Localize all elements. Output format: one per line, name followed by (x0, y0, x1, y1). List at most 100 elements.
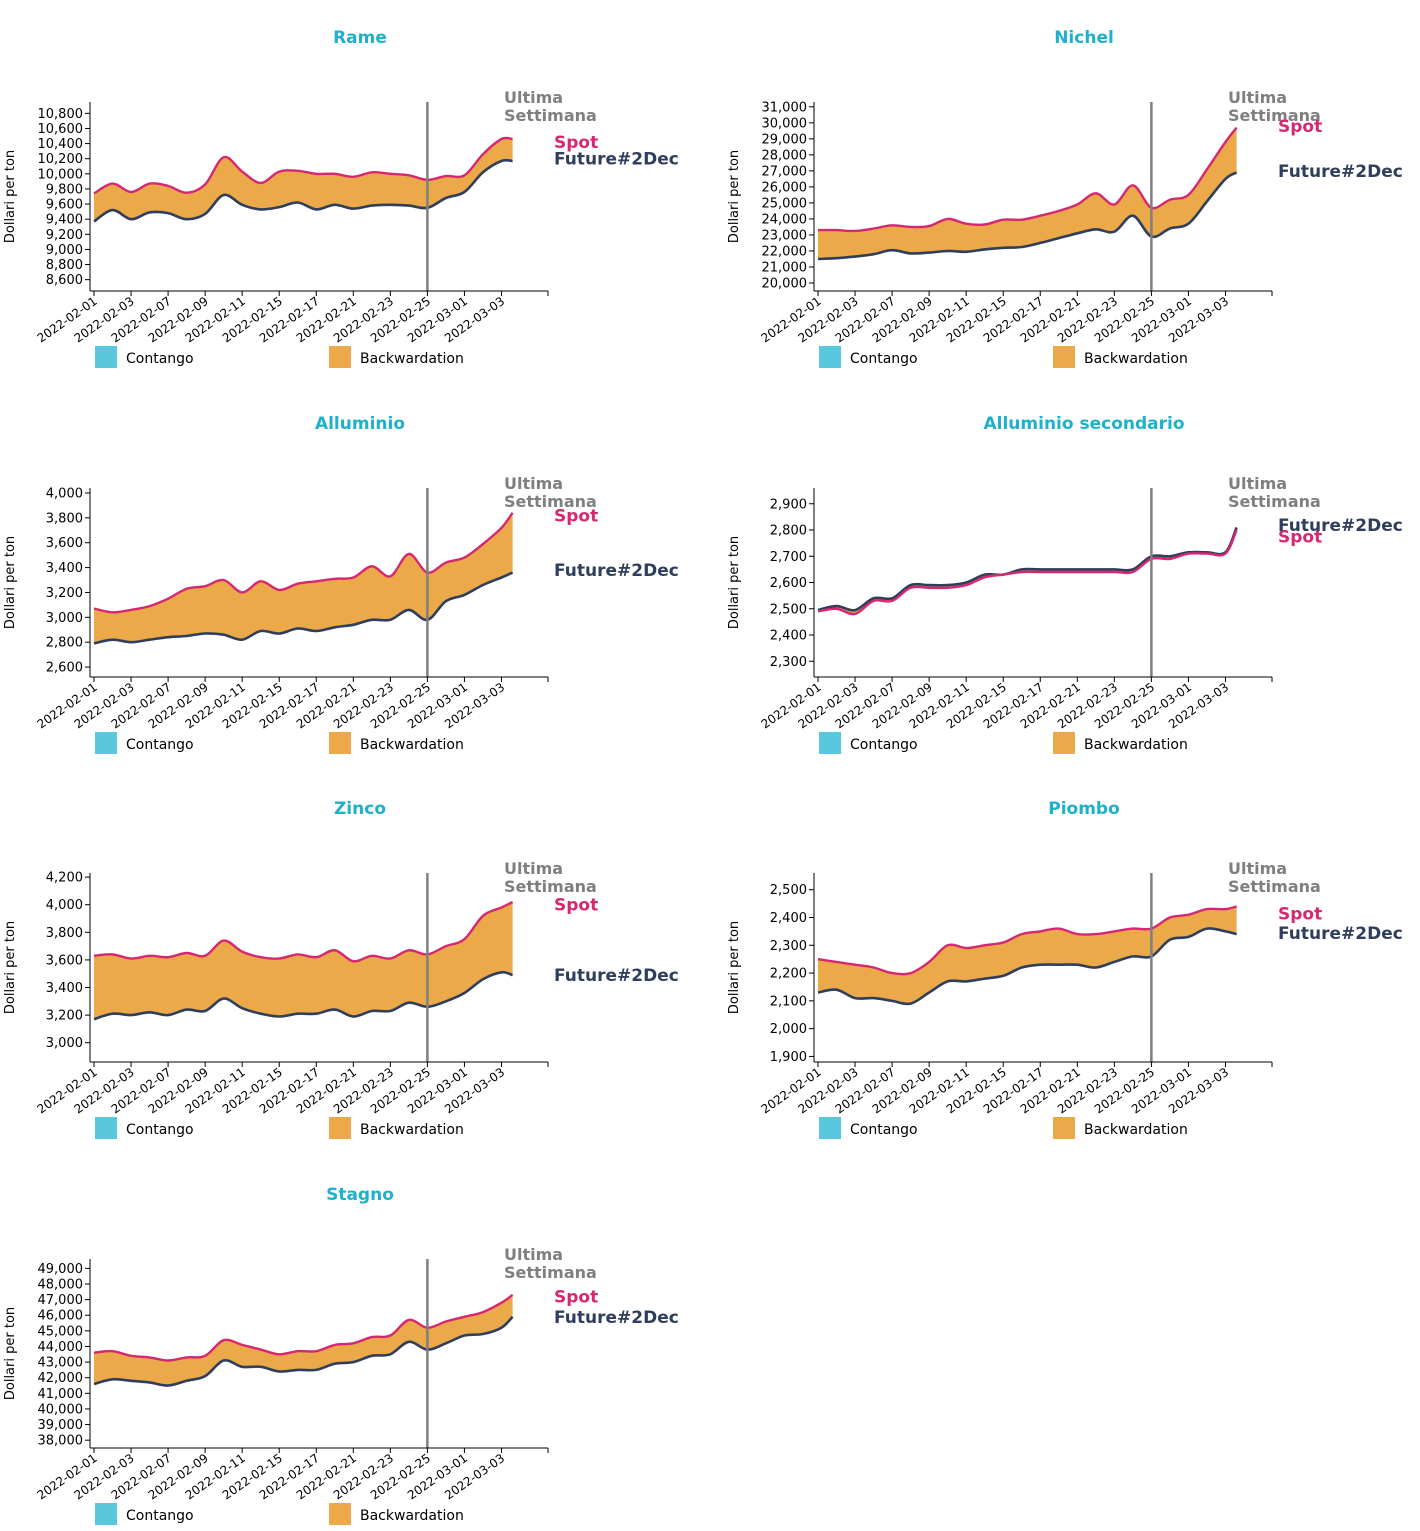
y-tick-label: 27,000 (762, 164, 808, 179)
y-tick-label: 2,300 (770, 939, 807, 954)
y-tick-label: 4,000 (46, 486, 83, 501)
marker-label-line1: Ultima (1228, 859, 1287, 878)
y-tick-label: 10,600 (38, 122, 84, 137)
legend-contango-label: Contango (850, 1122, 918, 1138)
y-tick-label: 2,500 (770, 883, 807, 898)
y-tick-label: 2,400 (770, 629, 807, 644)
marker-label-line2: Settimana (504, 877, 597, 896)
y-tick-label: 41,000 (38, 1387, 84, 1402)
y-axis-label: Dollari per ton (3, 150, 18, 243)
legend-contango-label: Contango (126, 351, 194, 367)
y-tick-label: 25,000 (762, 196, 808, 211)
y-tick-label: 26,000 (762, 180, 808, 195)
y-tick-label: 8,800 (46, 258, 83, 273)
legend-contango-label: Contango (126, 737, 194, 753)
y-tick-label: 10,800 (38, 107, 84, 122)
future-line (93, 970, 514, 1021)
future-line (93, 158, 513, 223)
backwardation-area (94, 137, 513, 222)
y-tick-label: 3,400 (46, 981, 83, 996)
future-line (93, 1315, 514, 1387)
spot-line (817, 905, 1237, 976)
y-axis-label: Dollari per ton (3, 921, 18, 1014)
spot-line (817, 126, 1238, 233)
legend-contango-swatch (819, 732, 841, 754)
y-tick-label: 3,200 (46, 1009, 83, 1024)
y-tick-label: 44,000 (38, 1340, 84, 1355)
y-tick-label: 10,400 (38, 137, 84, 152)
y-tick-label: 31,000 (762, 100, 808, 115)
future-label: Future#2Dec (554, 561, 679, 581)
chart-title: Nichel (1054, 28, 1114, 48)
legend-backwardation-label: Backwardation (360, 1122, 464, 1138)
legend-contango-label: Contango (850, 351, 918, 367)
marker-label-line2: Settimana (1228, 877, 1321, 896)
marker-label-line1: Ultima (504, 474, 563, 493)
spot-label: Spot (1278, 117, 1322, 137)
marker-label-line1: Ultima (1228, 88, 1287, 107)
y-tick-label: 9,200 (46, 228, 83, 243)
y-tick-label: 8,600 (46, 273, 83, 288)
legend-contango-swatch (819, 1117, 841, 1139)
future-label: Future#2Dec (554, 966, 679, 986)
y-tick-label: 2,700 (770, 550, 807, 565)
legend-backwardation-label: Backwardation (360, 737, 464, 753)
marker-label-line1: Ultima (504, 859, 563, 878)
backwardation-area (818, 127, 1237, 259)
marker-label-line2: Settimana (1228, 106, 1321, 125)
future-label: Future#2Dec (554, 1308, 679, 1328)
future-line (817, 171, 1238, 261)
future-label: Future#2Dec (554, 150, 679, 170)
y-axis-label: Dollari per ton (3, 536, 18, 629)
y-tick-label: 2,000 (770, 1022, 807, 1037)
spot-line (93, 1293, 514, 1362)
legend-backwardation-swatch (329, 1503, 351, 1525)
y-tick-label: 46,000 (38, 1309, 84, 1324)
legend-contango-swatch (95, 732, 117, 754)
future-line (93, 571, 514, 645)
y-axis-label: Dollari per ton (3, 1307, 18, 1400)
y-tick-label: 42,000 (38, 1371, 84, 1386)
y-tick-label: 38,000 (38, 1434, 84, 1449)
y-tick-label: 21,000 (762, 260, 808, 275)
y-tick-label: 9,600 (46, 198, 83, 213)
spot-label: Spot (554, 896, 598, 916)
legend-backwardation-label: Backwardation (1084, 351, 1188, 367)
legend-contango-swatch (95, 1117, 117, 1139)
y-tick-label: 4,000 (46, 898, 83, 913)
y-tick-label: 28,000 (762, 148, 808, 163)
backwardation-area (818, 906, 1237, 1004)
y-tick-label: 22,000 (762, 244, 808, 259)
y-tick-label: 3,000 (46, 1036, 83, 1051)
y-tick-label: 9,400 (46, 213, 83, 228)
y-axis-label: Dollari per ton (727, 921, 742, 1014)
spot-label: Spot (554, 133, 598, 153)
y-axis-label: Dollari per ton (727, 536, 742, 629)
y-tick-label: 10,200 (38, 152, 84, 167)
y-tick-label: 2,900 (770, 497, 807, 512)
legend-contango-label: Contango (126, 1122, 194, 1138)
legend-backwardation-swatch (1053, 346, 1075, 368)
spot-line (93, 900, 514, 963)
legend-contango-label: Contango (126, 1508, 194, 1524)
y-tick-label: 4,200 (46, 871, 83, 886)
legend-contango-swatch (95, 1503, 117, 1525)
legend-backwardation-label: Backwardation (1084, 737, 1188, 753)
legend-backwardation-label: Backwardation (360, 351, 464, 367)
y-tick-label: 43,000 (38, 1356, 84, 1371)
y-tick-label: 10,000 (38, 167, 84, 182)
legend-contango-swatch (819, 346, 841, 368)
marker-label-line2: Settimana (504, 1263, 597, 1282)
chart-alluminio-secondario: Alluminio secondario Dollari per ton Ultim… (727, 414, 1403, 754)
legend-backwardation-swatch (329, 346, 351, 368)
y-tick-label: 45,000 (38, 1324, 84, 1339)
y-tick-label: 29,000 (762, 132, 808, 147)
future-label: Future#2Dec (1278, 162, 1403, 182)
y-tick-label: 2,200 (770, 967, 807, 982)
y-tick-label: 3,800 (46, 511, 83, 526)
y-tick-label: 1,900 (770, 1050, 807, 1065)
y-tick-label: 2,600 (46, 661, 83, 676)
